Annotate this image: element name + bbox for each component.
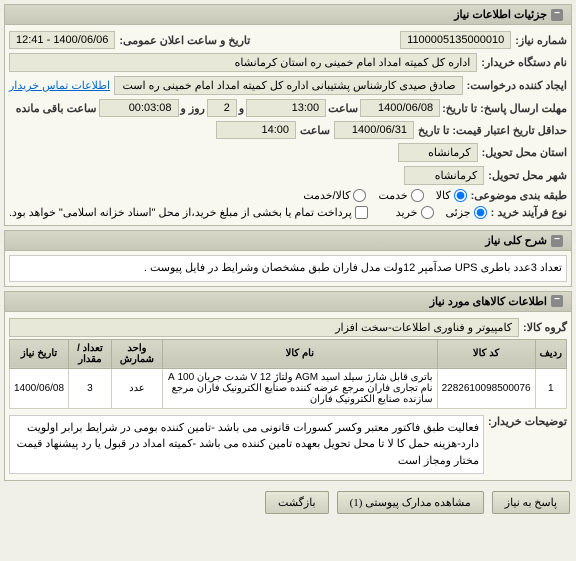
collapse-icon[interactable]: − (551, 9, 563, 21)
deadline-date-value: 1400/06/08 (360, 99, 440, 117)
purchase-radio-group: جزئی خرید (396, 206, 487, 219)
reply-button[interactable]: پاسخ به نیاز (492, 491, 570, 514)
contact-link[interactable]: اطلاعات تماس خریدار (9, 79, 110, 92)
main-panel-title: جزئیات اطلاعات نیاز (454, 8, 547, 21)
main-details-panel: − جزئیات اطلاعات نیاز شماره نیاز: 110000… (4, 4, 572, 226)
goods-panel-header: − اطلاعات کالاهای مورد نیاز (5, 292, 571, 312)
main-panel-body: شماره نیاز: 1100005135000010 تاریخ و ساع… (5, 25, 571, 225)
collapse-icon[interactable]: − (551, 235, 563, 247)
goods-panel-body: گروه کالا: کامپیوتر و فناوری اطلاعات-سخت… (5, 312, 571, 481)
cell-unit: عدد (111, 368, 162, 408)
goods-panel-title: اطلاعات کالاهای مورد نیاز (430, 295, 547, 308)
location-label: استان محل تحویل: (482, 146, 567, 159)
col-code: کد کالا (437, 339, 535, 368)
col-name: نام کالا (163, 339, 438, 368)
collapse-icon[interactable]: − (551, 295, 563, 307)
price-validity-date-value: 1400/06/31 (334, 121, 414, 139)
notes-text: فعالیت طبق فاکتور معتبر وکسر کسورات قانو… (9, 415, 484, 475)
deadline-label: مهلت ارسال پاسخ: تا تاریخ: (442, 102, 567, 115)
deadline-time-value: 13:00 (246, 99, 326, 117)
time-remaining-unit-label: ساعت باقی مانده (16, 102, 97, 115)
attachments-button[interactable]: مشاهده مدارک پیوستی (1) (337, 491, 484, 514)
cell-row: 1 (535, 368, 566, 408)
purchase-type-label: نوع فرآیند خرید : (491, 206, 567, 219)
class-goods-radio[interactable]: کالا (436, 189, 467, 202)
col-qty: تعداد / مقدار (69, 339, 112, 368)
main-panel-header: − جزئیات اطلاعات نیاز (5, 5, 571, 25)
purchase-partial-radio[interactable]: جزئی (446, 206, 487, 219)
days-unit-label: روز و (181, 102, 205, 115)
payment-checkbox[interactable]: پرداخت تمام یا بخشی از مبلغ خرید،از محل … (9, 206, 368, 219)
cell-name: باتری قابل شارژ سیلد اسید AGM ولتاژ 12 V… (163, 368, 438, 408)
description-text: تعداد 3عدد باطری UPS صدآمپر 12ولت مدل فا… (9, 255, 567, 282)
purchase-full-radio[interactable]: خرید (396, 206, 434, 219)
price-validity-time-value: 14:00 (216, 121, 296, 139)
requester-label: ایجاد کننده درخواست: (467, 79, 567, 92)
goods-group-label: گروه کالا: (523, 321, 567, 334)
city-label: شهر محل تحویل: (488, 169, 567, 182)
deadline-time-label: ساعت (328, 102, 358, 115)
city-value: کرمانشاه (404, 166, 484, 185)
need-number-label: شماره نیاز: (515, 34, 567, 47)
description-panel-body: تعداد 3عدد باطری UPS صدآمپر 12ولت مدل فا… (5, 251, 571, 286)
days-remaining-value: 2 (207, 99, 237, 117)
goods-panel: − اطلاعات کالاهای مورد نیاز گروه کالا: ک… (4, 291, 572, 482)
days-and-label: و (239, 102, 244, 115)
class-both-radio[interactable]: کالا/خدمت (303, 189, 366, 202)
goods-group-value: کامپیوتر و فناوری اطلاعات-سخت افزار (9, 318, 519, 337)
need-number-value: 1100005135000010 (400, 31, 511, 49)
description-panel-header: − شرح کلی نیاز (5, 231, 571, 251)
cell-date: 1400/06/08 (10, 368, 69, 408)
goods-table: ردیف کد کالا نام کالا واحد شمارش تعداد /… (9, 339, 567, 409)
notes-label: توضیحات خریدار: (488, 415, 567, 428)
table-header-row: ردیف کد کالا نام کالا واحد شمارش تعداد /… (10, 339, 567, 368)
requester-value: صادق صیدی کارشناس پشتیبانی اداره کل کمیت… (114, 76, 463, 95)
cell-qty: 3 (69, 368, 112, 408)
col-date: تاریخ نیاز (10, 339, 69, 368)
description-panel: − شرح کلی نیاز تعداد 3عدد باطری UPS صدآم… (4, 230, 572, 287)
time-remaining-value: 00:03:08 (99, 99, 179, 117)
back-button[interactable]: بازگشت (265, 491, 329, 514)
bottom-button-bar: پاسخ به نیاز مشاهده مدارک پیوستی (1) باز… (0, 485, 576, 520)
location-province-value: کرمانشاه (398, 143, 478, 162)
buyer-org-value: اداره کل کمیته امداد امام خمینی ره استان… (9, 53, 477, 72)
col-row: ردیف (535, 339, 566, 368)
announce-datetime-value: 1400/06/06 - 12:41 (9, 31, 115, 49)
price-validity-label: حداقل تاریخ اعتبار قیمت: تا تاریخ (418, 124, 567, 137)
classification-label: طبقه بندی موضوعی: (471, 189, 567, 202)
buyer-org-label: نام دستگاه خریدار: (481, 56, 567, 69)
announce-datetime-label: تاریخ و ساعت اعلان عمومی: (119, 34, 250, 47)
col-unit: واحد شمارش (111, 339, 162, 368)
cell-code: 2282610098500076 (437, 368, 535, 408)
classification-radio-group: کالا خدمت کالا/خدمت (303, 189, 466, 202)
price-validity-time-label: ساعت (300, 124, 330, 137)
description-panel-title: شرح کلی نیاز (485, 234, 547, 247)
class-services-radio[interactable]: خدمت (378, 189, 423, 202)
table-row: 1 2282610098500076 باتری قابل شارژ سیلد … (10, 368, 567, 408)
